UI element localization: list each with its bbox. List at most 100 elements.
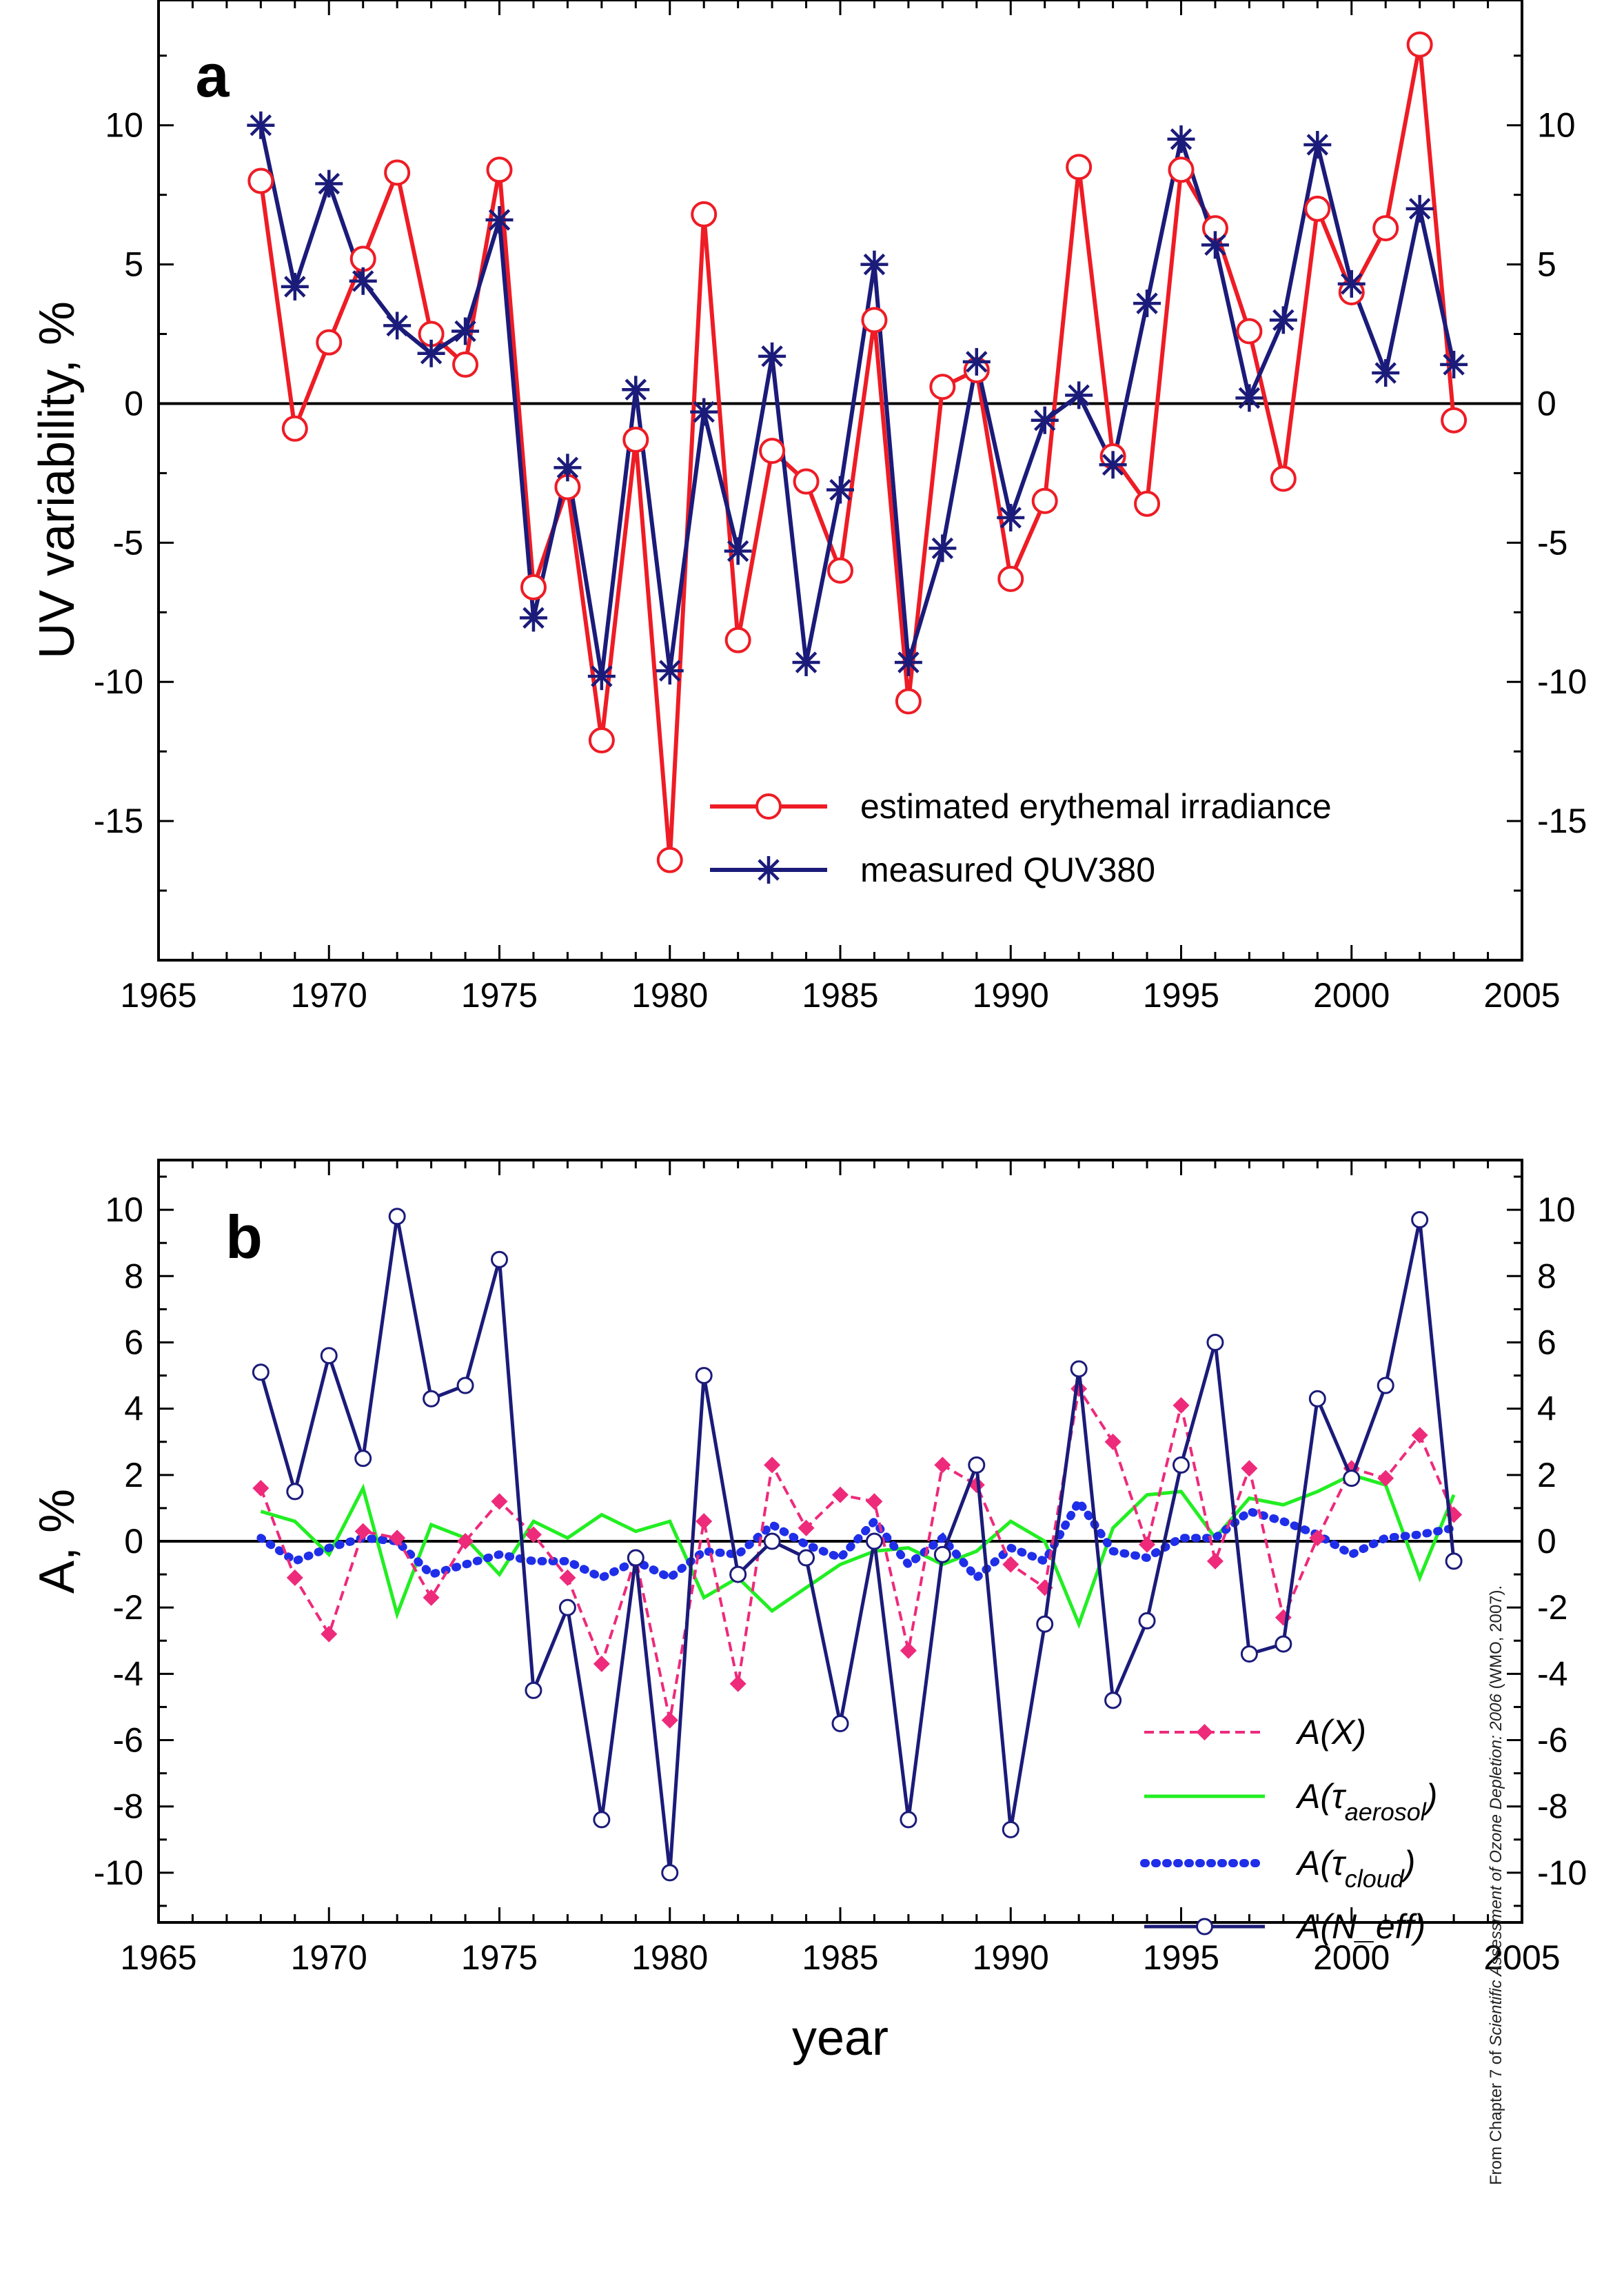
point-neff bbox=[729, 1565, 747, 1583]
point-neff bbox=[1308, 1390, 1326, 1408]
point-neff bbox=[1343, 1470, 1361, 1487]
x-tick-label: 1995 bbox=[1143, 1938, 1219, 1977]
point-ax bbox=[1241, 1460, 1258, 1477]
point-ax bbox=[968, 1476, 985, 1494]
point-erythemal bbox=[1441, 407, 1468, 434]
x-tick-label: 2005 bbox=[1483, 1938, 1560, 1977]
series-line-quv380 bbox=[258, 125, 1456, 677]
point-erythemal bbox=[827, 557, 853, 584]
point-neff bbox=[831, 1714, 849, 1732]
point-neff bbox=[1445, 1552, 1463, 1570]
point-neff bbox=[933, 1545, 951, 1563]
asterisk-stroke bbox=[897, 651, 920, 673]
asterisk-stroke bbox=[1238, 387, 1261, 409]
x-tick-label: 1995 bbox=[1143, 976, 1219, 1015]
panel-b-chart: 1965 1970 1975 1980 1985 1990 1995 2000 2005 10 10… bbox=[30, 1159, 1587, 2066]
point-quv380 bbox=[826, 476, 854, 504]
y-tick-label-left: -8 bbox=[113, 1787, 143, 1826]
point-quv380 bbox=[1099, 451, 1127, 479]
y-tick-label-left: -10 bbox=[94, 662, 143, 701]
point-ax bbox=[1377, 1470, 1394, 1487]
point-quv380 bbox=[587, 662, 616, 691]
point-neff bbox=[763, 1532, 781, 1550]
point-neff bbox=[1206, 1333, 1224, 1351]
asterisk-stroke bbox=[1374, 362, 1397, 384]
point-quv380 bbox=[1133, 290, 1161, 318]
legend-label-ax: A(X) bbox=[1295, 1713, 1366, 1751]
point-erythemal bbox=[929, 374, 956, 400]
asterisk-stroke bbox=[1443, 354, 1465, 376]
asterisk-stroke bbox=[1272, 309, 1295, 332]
point-ax bbox=[286, 1569, 303, 1586]
asterisk-stroke bbox=[795, 651, 818, 673]
y-tick-label-left: 4 bbox=[124, 1390, 143, 1428]
point-quv380 bbox=[315, 170, 343, 198]
asterisk-stroke bbox=[1136, 292, 1158, 314]
asterisk-stroke bbox=[931, 537, 954, 560]
x-tick-label: 1990 bbox=[973, 1938, 1049, 1977]
point-ax bbox=[423, 1589, 440, 1606]
asterisk-stroke bbox=[488, 209, 511, 231]
point-ax bbox=[491, 1493, 508, 1510]
y-tick-label-right: -2 bbox=[1537, 1588, 1567, 1627]
point-quv380 bbox=[281, 272, 309, 301]
x-tick-label: 1975 bbox=[461, 976, 538, 1015]
series-line-neff bbox=[258, 1216, 1456, 1873]
y-tick-label-left: 0 bbox=[124, 1522, 143, 1561]
x-tick-label: 1990 bbox=[973, 976, 1049, 1015]
x-tick-label: 1970 bbox=[291, 976, 367, 1015]
y-tick-label-right: -10 bbox=[1537, 1854, 1587, 1892]
point-ax bbox=[1173, 1397, 1190, 1414]
point-neff bbox=[491, 1250, 508, 1268]
asterisk-stroke bbox=[522, 607, 545, 629]
point-ax bbox=[321, 1625, 338, 1643]
point-erythemal bbox=[486, 156, 513, 183]
asterisk-stroke bbox=[454, 320, 476, 343]
y-tick-label-right: 6 bbox=[1537, 1323, 1556, 1361]
asterisk-stroke bbox=[659, 660, 681, 682]
asterisk-stroke bbox=[1033, 409, 1056, 431]
point-neff bbox=[1240, 1645, 1258, 1663]
x-tick-label: 1965 bbox=[120, 976, 196, 1015]
y-tick-label-right: -10 bbox=[1537, 662, 1587, 701]
point-quv380 bbox=[724, 537, 752, 565]
y-tick-label-left: 8 bbox=[124, 1257, 143, 1295]
asterisk-stroke bbox=[625, 378, 647, 401]
y-tick-label-right: -6 bbox=[1537, 1721, 1567, 1760]
point-neff bbox=[627, 1549, 644, 1567]
y-tick-label-left: -2 bbox=[113, 1588, 143, 1627]
asterisk-stroke bbox=[352, 270, 374, 292]
point-quv380 bbox=[1405, 194, 1434, 223]
legend-marker-erythemal bbox=[755, 793, 782, 820]
point-quv380 bbox=[997, 504, 1025, 532]
y-tick-label-right: -5 bbox=[1537, 523, 1567, 562]
x-tick-label: 1965 bbox=[120, 1938, 196, 1977]
x-tick-label: 1970 bbox=[291, 1938, 367, 1977]
point-neff bbox=[388, 1208, 406, 1226]
y-tick-label-right: -8 bbox=[1537, 1787, 1567, 1826]
y-axis-title: A, % bbox=[30, 1489, 85, 1594]
y-tick-label-right: 0 bbox=[1537, 384, 1556, 423]
point-ax bbox=[593, 1655, 610, 1672]
point-quv380 bbox=[1201, 231, 1229, 259]
point-neff bbox=[900, 1811, 917, 1829]
point-quv380 bbox=[690, 398, 718, 426]
asterisk-stroke bbox=[758, 859, 780, 881]
y-tick-label-left: 0 bbox=[124, 384, 143, 423]
point-ax bbox=[729, 1675, 747, 1692]
y-axis-title: UV variability, % bbox=[30, 301, 85, 659]
point-ax bbox=[252, 1480, 270, 1497]
x-tick-label: 1975 bbox=[461, 1938, 538, 1977]
asterisk-stroke bbox=[761, 345, 783, 367]
point-erythemal bbox=[1304, 195, 1331, 222]
y-tick-label-right: 0 bbox=[1537, 1522, 1556, 1561]
y-tick-label-left: 2 bbox=[124, 1456, 143, 1494]
point-ax bbox=[1104, 1433, 1121, 1450]
point-neff bbox=[354, 1450, 372, 1468]
point-ax bbox=[661, 1712, 678, 1729]
y-tick-label-right: 10 bbox=[1537, 106, 1576, 145]
point-erythemal bbox=[997, 565, 1024, 592]
point-neff bbox=[286, 1483, 304, 1501]
point-erythemal bbox=[759, 438, 786, 465]
